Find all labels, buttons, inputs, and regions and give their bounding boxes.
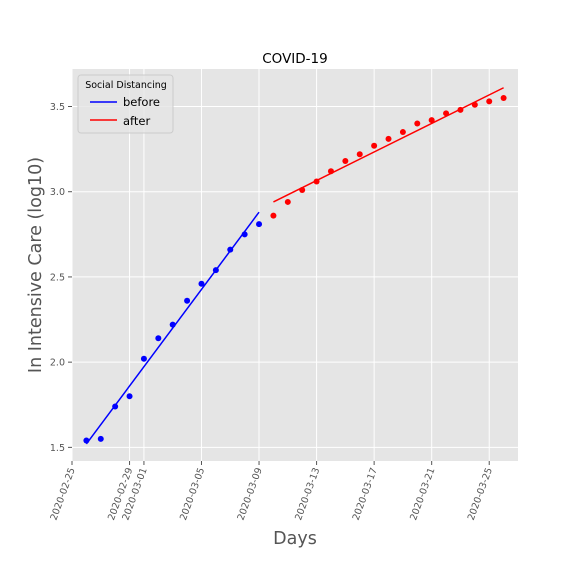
y-tick-label: 1.5 <box>50 443 65 454</box>
data-point-after <box>443 110 450 117</box>
data-point-after <box>356 151 363 158</box>
x-tick-label: 2020-03-21 <box>408 466 437 522</box>
legend: Social Distancing before after <box>77 74 174 134</box>
data-point-after <box>284 198 291 205</box>
data-point-before <box>212 267 219 274</box>
data-point-after <box>399 129 406 136</box>
x-tick-label: 2020-02-25 <box>49 466 78 522</box>
plot-area <box>72 69 518 461</box>
data-point-before <box>83 437 90 444</box>
y-tick-label: 3.0 <box>50 187 65 198</box>
x-tick-label: 2020-03-13 <box>293 466 322 522</box>
legend-label-after: after <box>123 114 150 128</box>
data-points <box>83 94 507 444</box>
data-point-before <box>169 321 176 328</box>
legend-title: Social Distancing <box>85 80 167 91</box>
x-tick-label: 2020-03-25 <box>466 466 495 522</box>
y-tick-label: 2.0 <box>50 358 65 369</box>
legend-box <box>77 74 174 134</box>
y-axis-label: In Intensive Care (log10) <box>26 157 46 373</box>
data-point-before <box>198 280 205 287</box>
data-point-before <box>112 403 119 410</box>
y-tick-label: 3.5 <box>50 102 65 113</box>
data-point-before <box>241 231 248 238</box>
data-point-after <box>414 120 421 127</box>
data-point-after <box>500 94 507 101</box>
fit-line-after <box>273 87 504 203</box>
data-point-after <box>371 142 378 149</box>
data-point-after <box>327 168 334 175</box>
grid <box>71 69 518 461</box>
data-point-after <box>299 187 306 194</box>
data-point-after <box>486 98 493 105</box>
data-point-after <box>457 106 464 113</box>
x-axis-label: Days <box>273 529 317 549</box>
legend-label-before: before <box>123 95 160 109</box>
data-point-after <box>270 212 277 219</box>
data-point-before <box>256 221 263 228</box>
data-point-before <box>155 335 162 342</box>
y-axis-ticks: 1.5 2.0 2.5 3.0 3.5 <box>50 102 72 454</box>
data-point-after <box>428 117 435 124</box>
data-point-after <box>342 158 349 165</box>
data-point-after <box>385 135 392 142</box>
x-tick-label: 2020-03-09 <box>236 466 265 522</box>
data-point-before <box>140 355 147 362</box>
data-point-after <box>471 101 478 108</box>
x-tick-label: 2020-03-05 <box>178 466 207 522</box>
x-tick-label: 2020-03-17 <box>351 466 380 522</box>
data-point-before <box>97 435 104 442</box>
chart-title: COVID-19 <box>262 51 327 67</box>
data-point-before <box>227 246 234 253</box>
data-point-before <box>126 393 133 400</box>
data-point-before <box>184 297 191 304</box>
data-point-after <box>313 178 320 185</box>
y-tick-label: 2.5 <box>50 272 65 283</box>
